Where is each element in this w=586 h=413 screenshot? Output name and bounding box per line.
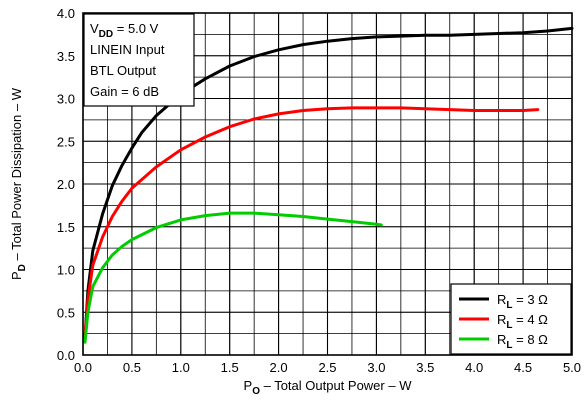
x-tick-label: 4.0 xyxy=(465,360,483,375)
y-tick-label: 2.0 xyxy=(57,177,75,192)
x-tick-label: 0.5 xyxy=(123,360,141,375)
legend-entry-symbol: R xyxy=(497,292,506,307)
legend-entry-symbol: R xyxy=(497,312,506,327)
y-axis-title-symbol: P xyxy=(9,271,24,280)
legend-entry-symbol: R xyxy=(497,332,506,347)
legend-entry-subscript: L xyxy=(506,340,512,351)
x-tick-label: 2.0 xyxy=(270,360,288,375)
conditions-line: VDD = 5.0 V xyxy=(90,21,159,40)
y-axis-title: PD – Total Power Dissipation – W xyxy=(9,87,28,280)
conditions-line-symbol: Gain = 6 dB xyxy=(90,84,159,99)
x-axis-title-subscript: O xyxy=(252,386,260,397)
conditions-line-subscript: DD xyxy=(99,29,113,40)
conditions-box-frame xyxy=(83,13,195,107)
conditions-line: BTL Output xyxy=(90,63,156,78)
series-line xyxy=(83,211,383,344)
legend-entry-subscript: L xyxy=(506,320,512,331)
x-tick-label: 1.5 xyxy=(221,360,239,375)
legend-entry: RL = 8 Ω xyxy=(497,332,548,351)
x-tick-label: 1.0 xyxy=(172,360,190,375)
conditions-line: Gain = 6 dB xyxy=(90,84,159,99)
legend-entry: RL = 4 Ω xyxy=(497,312,548,331)
y-axis-title-subscript: D xyxy=(17,264,28,271)
y-tick-label: 1.0 xyxy=(57,263,75,278)
x-tick-label: 0.0 xyxy=(74,360,92,375)
conditions-line-symbol: LINEIN Input xyxy=(90,42,165,57)
legend-entry-text: = 4 Ω xyxy=(513,312,549,327)
y-tick-label: 0.0 xyxy=(57,348,75,363)
y-tick-label: 3.0 xyxy=(57,92,75,107)
y-axis-title-text: – Total Power Dissipation – W xyxy=(9,87,24,264)
legend-entry-text: = 3 Ω xyxy=(513,292,549,307)
series-layer xyxy=(83,26,574,344)
conditions-line-symbol: BTL Output xyxy=(90,63,156,78)
conditions-line-symbol: V xyxy=(90,21,99,36)
conditions-line-text: = 5.0 V xyxy=(113,21,158,36)
y-tick-label: 0.5 xyxy=(57,305,75,320)
conditions-line: LINEIN Input xyxy=(90,42,165,57)
x-axis-title-symbol: P xyxy=(244,378,253,393)
y-tick-label: 3.5 xyxy=(57,49,75,64)
y-tick-label: 1.5 xyxy=(57,220,75,235)
x-axis-title-text: – Total Output Power – W xyxy=(260,378,412,393)
legend-entry: RL = 3 Ω xyxy=(497,292,548,311)
conditions-box: VDD = 5.0 V LINEIN Input BTL Output Gain = … xyxy=(83,13,195,107)
x-tick-label: 4.5 xyxy=(514,360,532,375)
x-tick-label: 2.5 xyxy=(318,360,336,375)
x-tick-label: 3.5 xyxy=(416,360,434,375)
x-tick-label: 3.0 xyxy=(367,360,385,375)
legend-entry-text: = 8 Ω xyxy=(513,332,549,347)
plot-frame xyxy=(82,12,573,356)
x-tick-label: 5.0 xyxy=(563,360,581,375)
y-tick-label: 4.0 xyxy=(57,6,75,21)
y-tick-labels: 0.0 0.5 1.0 1.5 2.0 2.5 3.0 3.5 4.0 xyxy=(57,6,75,363)
y-tick-label: 2.5 xyxy=(57,134,75,149)
legend-entry-subscript: L xyxy=(506,300,512,311)
x-axis-title: PO – Total Output Power – W xyxy=(244,378,413,397)
series-line xyxy=(83,26,574,340)
series-line xyxy=(83,106,540,340)
legend: RL = 3 ΩRL = 4 ΩRL = 8 Ω xyxy=(450,283,572,355)
x-tick-labels: 0.0 0.5 1.0 1.5 2.0 2.5 3.0 3.5 4.0 4.5 5.0 xyxy=(74,360,581,375)
